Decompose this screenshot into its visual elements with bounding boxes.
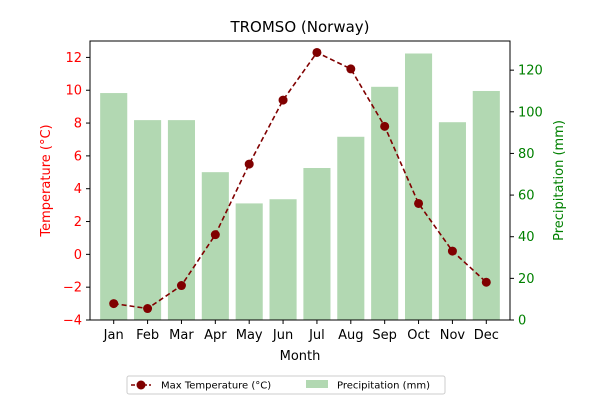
y-left-tick-label: 0 — [74, 248, 82, 263]
x-tick-label: Apr — [204, 328, 227, 343]
legend-bar-swatch — [306, 380, 328, 388]
y-right-tick-label: 120 — [518, 64, 543, 79]
precipitation-bar-jun — [269, 199, 297, 320]
x-tick-label: May — [236, 328, 263, 343]
legend-marker-swatch — [136, 380, 146, 390]
y-axis-right: 0 20 40 60 80 100 120 — [510, 64, 543, 329]
plot-frame — [89, 40, 511, 321]
precipitation-bar-jan — [100, 93, 128, 320]
precipitation-bar-may — [235, 203, 263, 320]
temperature-point-may — [244, 159, 254, 169]
y-left-tick-label: 6 — [74, 149, 82, 164]
x-tick-label: Mar — [169, 328, 194, 343]
precipitation-bar-oct — [405, 53, 433, 320]
x-tick-label: Nov — [440, 328, 466, 343]
temperature-point-dec — [481, 277, 491, 287]
temperature-point-jul — [312, 47, 322, 57]
y-left-tick-label: 4 — [74, 182, 82, 197]
y-axis-left: −4 −2 0 2 4 6 8 10 12 — [63, 51, 90, 329]
y-left-tick-label: −4 — [63, 314, 82, 329]
precipitation-bar-nov — [438, 122, 466, 320]
x-tick-label: Jul — [308, 328, 325, 343]
temperature-point-jan — [109, 299, 119, 309]
precipitation-bars — [100, 53, 500, 320]
y-left-tick-label: 2 — [74, 215, 82, 230]
y-right-tick-label: 100 — [518, 105, 543, 120]
y-right-tick-label: 0 — [518, 314, 526, 329]
x-axis: Jan Feb Mar Apr May Jun Jul Aug Sep Oct Nov Dec — [103, 320, 499, 343]
precipitation-bar-aug — [337, 136, 365, 320]
y-left-tick-label: −2 — [63, 281, 82, 296]
y-left-tick-label: 10 — [65, 84, 82, 99]
legend-label-precipitation: Precipitation (mm) — [337, 381, 430, 392]
temperature-point-mar — [176, 281, 186, 291]
precipitation-bar-jul — [303, 168, 331, 320]
temperature-series-line — [113, 51, 487, 310]
temperature-point-nov — [447, 246, 457, 256]
x-tick-label: Dec — [474, 328, 499, 343]
temperature-point-apr — [210, 230, 220, 240]
x-tick-label: Jun — [272, 328, 293, 343]
precipitation-bar-sep — [371, 86, 399, 320]
y-right-tick-label: 40 — [518, 230, 535, 245]
y-right-tick-label: 20 — [518, 272, 535, 287]
x-tick-label: Jan — [103, 328, 124, 343]
x-axis-label: Month — [280, 349, 321, 364]
chart-title: TROMSO (Norway) — [229, 18, 369, 36]
x-tick-label: Sep — [372, 328, 397, 343]
temperature-point-sep — [380, 121, 390, 131]
precipitation-bar-apr — [201, 172, 229, 320]
temperature-point-feb — [143, 304, 153, 314]
temperature-line — [109, 47, 491, 314]
x-tick-label: Oct — [407, 328, 429, 343]
legend: Max Temperature (°C) Precipitation (mm) — [126, 375, 446, 395]
temperature-point-jun — [278, 95, 288, 105]
y-left-tick-label: 8 — [74, 117, 82, 132]
y-left-tick-label: 12 — [65, 51, 82, 66]
y-right-tick-label: 60 — [518, 189, 535, 204]
legend-label-temperature: Max Temperature (°C) — [161, 381, 271, 392]
y-right-tick-label: 80 — [518, 147, 535, 162]
temperature-point-aug — [346, 64, 356, 74]
x-tick-label: Feb — [136, 328, 159, 343]
temperature-point-oct — [414, 198, 424, 208]
x-tick-label: Aug — [338, 328, 363, 343]
y-axis-left-label: Temperature (°C) — [39, 124, 54, 237]
precipitation-bar-feb — [134, 120, 162, 320]
y-axis-right-label: Precipitation (mm) — [552, 120, 567, 241]
legend-frame — [126, 375, 446, 395]
